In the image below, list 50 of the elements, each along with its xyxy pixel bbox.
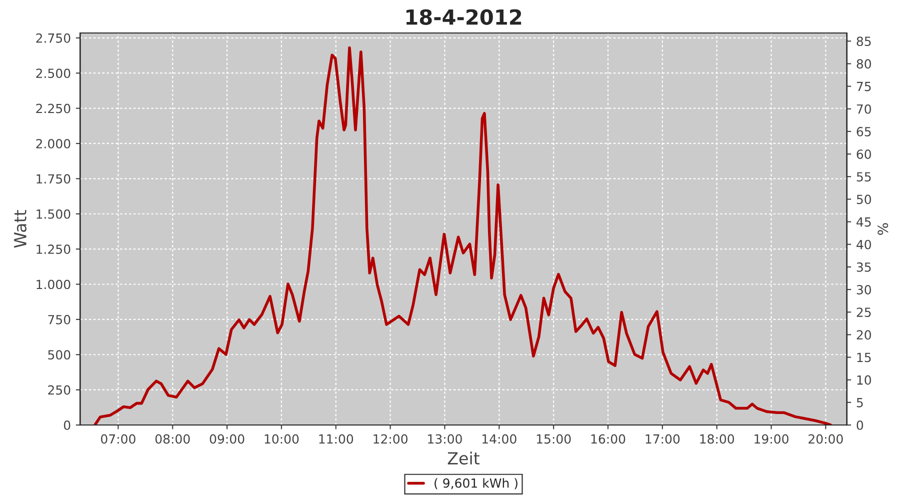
y2-tick-label: 65 xyxy=(856,126,871,136)
y2-tick-label: 45 xyxy=(856,217,871,227)
x-tick-label: 08:00 xyxy=(155,434,190,444)
y-tick-label: 0 xyxy=(64,420,70,430)
y-tick-label: 2.000 xyxy=(36,138,70,148)
y2-tick-label: 5 xyxy=(856,398,863,408)
y2-tick-label: 80 xyxy=(856,59,872,69)
y2-tick-label: 15 xyxy=(857,352,871,362)
y-tick-label: 2.500 xyxy=(36,68,70,78)
x-tick-label: 11:00 xyxy=(319,434,354,444)
y2-tick-label: 10 xyxy=(857,375,872,385)
x-tick-label: 09:00 xyxy=(210,434,244,444)
y2-tick-label: 35 xyxy=(856,262,871,272)
y2-tick-label: 60 xyxy=(856,150,872,159)
y2-tick-label: 25 xyxy=(856,308,871,318)
y2-tick-label: 0 xyxy=(856,420,864,430)
legend-label: ( 9,601 kWh ) xyxy=(434,478,518,490)
x-tick-label: 10:00 xyxy=(264,434,299,444)
x-tick-label: 15:00 xyxy=(536,434,571,444)
x-tick-label: 18:00 xyxy=(700,434,734,444)
y2-tick-label: 40 xyxy=(856,240,872,250)
x-tick-label: 14:00 xyxy=(482,434,516,444)
x-axis-title: Zeit xyxy=(448,452,480,465)
y-tick-label: 1.000 xyxy=(36,280,70,290)
x-tick-label: 13:00 xyxy=(428,434,462,444)
y2-tick-label: 50 xyxy=(856,194,872,204)
y2-tick-label: 20 xyxy=(856,330,872,340)
y2-tick-label: 30 xyxy=(856,284,872,294)
y2-tick-label: 55 xyxy=(856,172,871,182)
y2-tick-label: 75 xyxy=(856,82,871,92)
line-series xyxy=(94,46,832,425)
y2-tick-label: 85 xyxy=(856,36,871,46)
x-tick-label: 17:00 xyxy=(646,434,680,444)
y-tick-label: 750 xyxy=(48,314,70,324)
y-tick-label: 250 xyxy=(48,385,70,395)
x-tick-label: 20:00 xyxy=(808,434,843,444)
y-tick-label: 2.250 xyxy=(36,104,70,114)
y2-axis-title: % xyxy=(878,223,888,235)
x-tick-label: 12:00 xyxy=(374,434,408,444)
y-tick-label: 500 xyxy=(48,350,70,360)
y2-tick-label: 70 xyxy=(856,104,872,114)
y-tick-label: 2.750 xyxy=(36,33,70,43)
y-axis-title: Watt xyxy=(14,210,26,248)
y-tick-label: 1.750 xyxy=(36,174,70,184)
y-tick-label: 1.500 xyxy=(36,209,70,219)
y-tick-label: 1.250 xyxy=(36,244,70,254)
chart-title: 18-4-2012 xyxy=(406,9,522,25)
x-tick-label: 16:00 xyxy=(591,434,626,444)
x-tick-label: 07:00 xyxy=(101,434,136,444)
x-tick-label: 19:00 xyxy=(754,434,788,444)
